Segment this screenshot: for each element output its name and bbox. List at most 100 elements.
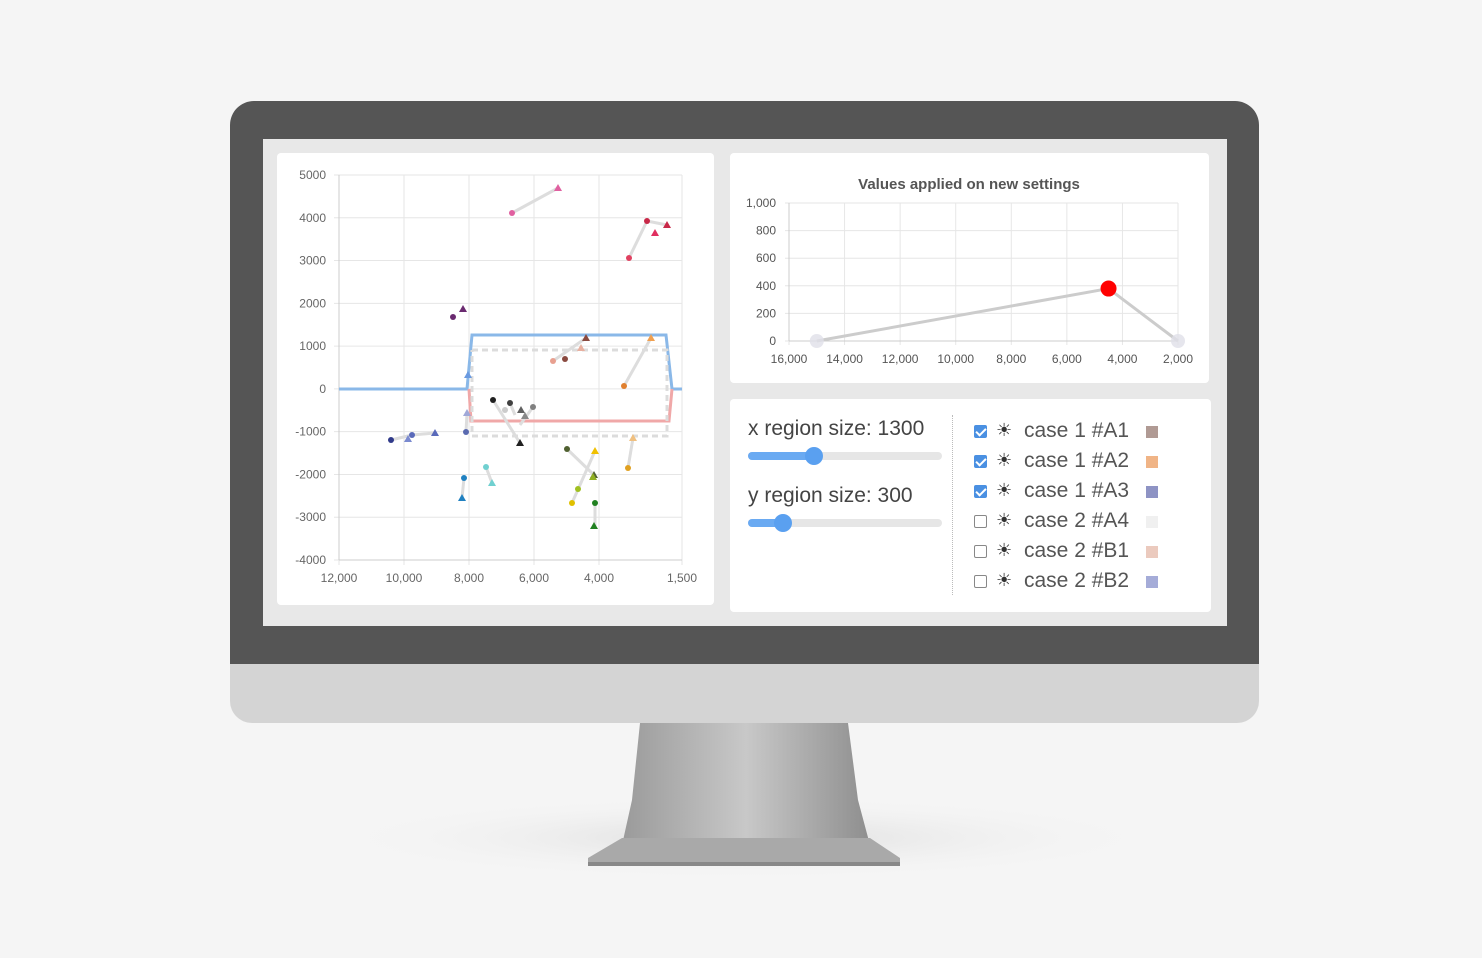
scatter-grid — [334, 174, 683, 565]
controls-panel: x region size: 1300 y region size: 300 ☀… — [730, 399, 1211, 612]
data-point[interactable] — [809, 334, 824, 348]
case-checkbox[interactable] — [974, 575, 987, 588]
sun-icon: ☀ — [996, 510, 1013, 530]
data-point[interactable] — [1100, 280, 1117, 297]
case-label: case 2 #B1 — [1024, 539, 1130, 562]
scatter-x-ticks: 12,000 10,000 8,000 6,000 4,000 1,500 — [321, 571, 698, 585]
scatter-point — [502, 407, 508, 413]
y-region-label: y region size: 300 — [748, 484, 913, 507]
y-tick-label: 4000 — [299, 211, 326, 225]
panel-divider — [952, 415, 953, 595]
scatter-point — [647, 334, 655, 341]
scatter-point — [459, 305, 467, 312]
chart-title: Values applied on new settings — [858, 176, 1080, 193]
x-region-label: x region size: 1300 — [748, 417, 925, 440]
scatter-point — [521, 412, 529, 419]
x-tick-label: 10,000 — [386, 571, 423, 585]
scatter-point — [409, 432, 415, 438]
case-checkbox[interactable] — [974, 515, 987, 528]
monitor: 5000 4000 3000 2000 1000 0 -1000 -2000 -3000 -400… — [230, 101, 1259, 723]
slider-thumb[interactable] — [804, 447, 823, 465]
case-label: case 1 #A3 — [1024, 479, 1130, 502]
screen: 5000 4000 3000 2000 1000 0 -1000 -2000 -3000 -400… — [263, 139, 1227, 626]
series-line — [816, 286, 1179, 343]
scatter-point — [582, 334, 590, 341]
scatter-point — [388, 437, 394, 443]
scatter-point — [507, 400, 513, 406]
scatter-point — [564, 446, 570, 452]
scatter-point — [509, 210, 515, 216]
x-tick-label: 8,000 — [454, 571, 484, 585]
scatter-links — [390, 186, 668, 526]
scatter-point — [450, 314, 456, 320]
slider-fill — [748, 452, 814, 460]
y-tick-label: 3000 — [299, 254, 326, 268]
x-tick-label: 2,000 — [1163, 352, 1193, 366]
y-tick-label: 0 — [769, 334, 776, 348]
case-checkbox[interactable] — [974, 485, 987, 498]
case-item[interactable]: ☀ case 2 #A4 — [974, 507, 1194, 537]
data-point[interactable] — [1171, 334, 1185, 348]
case-checkbox[interactable] — [974, 455, 987, 468]
scatter-point — [530, 404, 536, 410]
case-item[interactable]: ☀ case 1 #A1 — [974, 417, 1194, 447]
y-region-slider[interactable] — [748, 514, 942, 532]
y-tick-label: -4000 — [295, 553, 326, 567]
scatter-point — [577, 344, 585, 351]
scatter-point — [663, 221, 671, 228]
scatter-chart[interactable]: 5000 4000 3000 2000 1000 0 -1000 -2000 -3000 -400… — [277, 153, 714, 605]
sun-icon: ☀ — [996, 420, 1013, 440]
x-tick-label: 4,000 — [1107, 352, 1137, 366]
scatter-point — [591, 447, 599, 454]
y-region-outline — [467, 388, 674, 423]
case-label: case 2 #B2 — [1024, 569, 1130, 592]
y-tick-label: 1000 — [299, 339, 326, 353]
sun-icon: ☀ — [996, 570, 1013, 590]
line-x-ticks: 16,000 14,000 12,000 10,000 8,000 6,000 4,000 2… — [771, 352, 1194, 366]
scatter-point — [562, 356, 568, 362]
case-item[interactable]: ☀ case 2 #B2 — [974, 567, 1194, 597]
scatter-point — [517, 406, 525, 413]
line-grid — [785, 202, 1179, 345]
sun-icon: ☀ — [996, 540, 1013, 560]
x-region-slider[interactable] — [748, 447, 942, 465]
y-tick-label: 1,000 — [746, 196, 776, 210]
y-tick-label: -2000 — [295, 467, 326, 481]
slider-fill — [748, 519, 783, 527]
line-chart[interactable]: Values applied on new settings 1,000 800 6… — [730, 153, 1209, 383]
scatter-point — [464, 371, 472, 378]
scatter-point — [458, 494, 466, 501]
case-color-swatch — [1146, 456, 1158, 468]
x-region-outline — [339, 333, 682, 391]
y-tick-label: 800 — [756, 224, 776, 238]
case-checkbox[interactable] — [974, 425, 987, 438]
slider-thumb[interactable] — [773, 514, 792, 532]
case-item[interactable]: ☀ case 1 #A2 — [974, 447, 1194, 477]
scatter-point — [550, 358, 556, 364]
scatter-point — [490, 397, 496, 403]
scatter-point — [404, 435, 412, 442]
scatter-point — [592, 500, 598, 506]
x-tick-label: 14,000 — [826, 352, 863, 366]
scatter-point — [483, 464, 489, 470]
scatter-point — [651, 229, 659, 236]
scatter-point — [626, 255, 632, 261]
scatter-point — [629, 434, 637, 441]
case-label: case 1 #A2 — [1024, 449, 1130, 472]
x-tick-label: 6,000 — [519, 571, 549, 585]
case-item[interactable]: ☀ case 2 #B1 — [974, 537, 1194, 567]
x-tick-label: 6,000 — [1052, 352, 1082, 366]
x-tick-label: 1,500 — [667, 571, 697, 585]
y-tick-label: 400 — [756, 279, 776, 293]
scatter-point — [516, 439, 524, 446]
case-item[interactable]: ☀ case 1 #A3 — [974, 477, 1194, 507]
region-dashed-outline — [470, 348, 669, 438]
x-tick-label: 12,000 — [321, 571, 358, 585]
case-label: case 1 #A1 — [1024, 419, 1130, 442]
case-color-swatch — [1146, 576, 1158, 588]
scatter-point — [488, 479, 496, 486]
case-checkbox[interactable] — [974, 545, 987, 558]
scatter-point — [463, 409, 471, 416]
x-tick-label: 10,000 — [937, 352, 974, 366]
